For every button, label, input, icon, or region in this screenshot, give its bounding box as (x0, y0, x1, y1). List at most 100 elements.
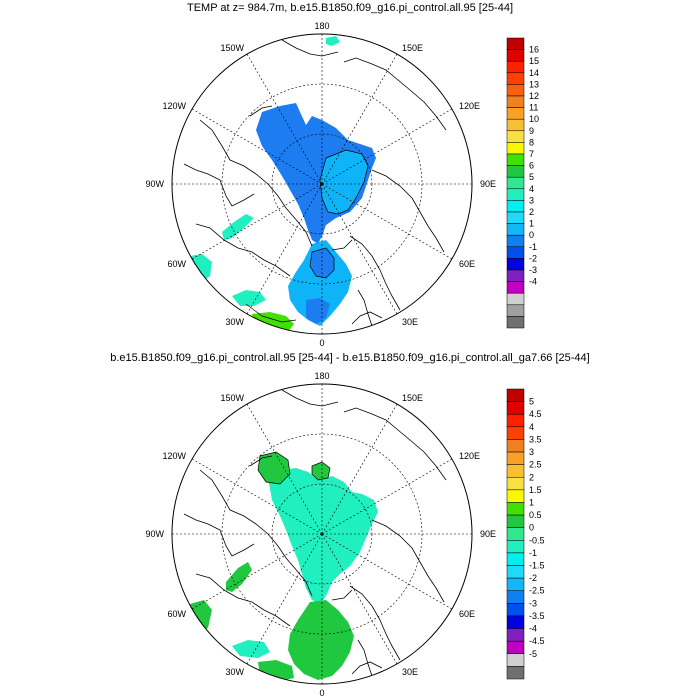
colorbar-tick-label: 13 (529, 79, 539, 89)
field-patch-greenland-sea (232, 290, 266, 306)
lon-label: 60W (167, 259, 186, 269)
colorbar-tick-label: 1 (529, 219, 534, 229)
colorbar-tick-label: 11 (529, 103, 538, 113)
colorbar-swatch (506, 269, 525, 282)
colorbar-tick-label: 5 (529, 397, 534, 407)
colorbar-tick-label: 8 (529, 137, 534, 147)
colorbar-swatch (506, 640, 525, 655)
colorbar-swatch (506, 176, 525, 190)
colorbar-swatch (506, 281, 525, 294)
colorbar-swatch (506, 234, 525, 248)
graticule-top (172, 34, 472, 334)
lon-label: 120W (162, 101, 186, 111)
colorbar-swatch (506, 72, 525, 85)
colorbar-tick-label: -3 (529, 265, 537, 275)
lon-label: 120E (459, 101, 480, 111)
colorbar-swatch (506, 246, 525, 259)
colorbar-swatch (506, 388, 525, 402)
colorbar-swatch (506, 451, 525, 465)
colorbar-tick-label: -1 (529, 242, 537, 252)
colorbar-tick-label: -4 (529, 277, 537, 287)
colorbar-swatch (506, 316, 525, 329)
field-patch-greenland-sea (232, 640, 270, 658)
colorbar-tick-label: -5 (529, 649, 537, 659)
colorbar-tick-label: 0 (529, 230, 534, 240)
colorbar-swatch (506, 628, 525, 642)
lon-label: 150W (220, 43, 244, 53)
colorbar-swatch (506, 590, 525, 604)
colorbar-tick-label: -4 (529, 624, 537, 634)
colorbar-swatch (506, 60, 525, 74)
colorbar-swatch (506, 527, 525, 541)
lon-label: 90E (480, 179, 496, 189)
colorbar-swatch (506, 37, 525, 50)
field-patch-siberia-1 (258, 452, 290, 484)
map-boundary-top (171, 33, 473, 335)
colorbar-tick-label: 4 (529, 422, 534, 432)
lon-labels-top: 180 150E 120E 90E 60E 30E 0 30W 60W 90W … (145, 21, 496, 348)
colorbar-swatch (506, 514, 525, 528)
lon-labels-bottom: 180 150E 120E 90E 60E 30E 0 30W 60W 90W … (145, 371, 496, 698)
polar-map-top: 180 150E 120E 90E 60E 30E 0 30W 60W 90W … (145, 21, 539, 348)
lon-label: 180 (314, 21, 329, 31)
field-region-atlantic-core (310, 248, 334, 278)
map-title-top: TEMP at z= 984.7m, b.e15.B1850.f09_g16.p… (186, 2, 514, 14)
lon-label: 150E (402, 393, 423, 403)
colorbar-tick-label: -0.5 (529, 535, 545, 545)
colorbar-swatch (506, 107, 525, 120)
colorbar-swatch (506, 477, 525, 491)
colorbar-swatch (506, 84, 525, 97)
field-patch-iceland-green (252, 312, 294, 332)
colorbar-swatch (506, 653, 525, 667)
colorbar-swatch (506, 489, 525, 503)
colorbar-bottom: 5 4.5 4 3.5 3 2.5 2 1.5 1 0.5 0 -0.5 -1 -1.5 -2 -2.5 -3 -… (506, 388, 545, 680)
field-patch-iceland (258, 660, 294, 682)
colorbar-swatch (506, 552, 525, 566)
contours-top (245, 149, 369, 323)
colorbar-tick-label: 0 (529, 523, 534, 533)
colorbar-tick-label: 9 (529, 126, 534, 136)
colorbar-swatch (506, 211, 525, 224)
polar-map-bottom: 180 150E 120E 90E 60E 30E 0 30W 60W 90W … (145, 371, 544, 698)
colorbar-tick-label: 3 (529, 447, 534, 457)
colorbar-swatch (506, 439, 525, 453)
lon-label: 30W (225, 317, 244, 327)
colorbar-tick-label: 10 (529, 114, 539, 124)
colorbar-swatch (506, 130, 525, 143)
lon-label: 120E (459, 451, 480, 461)
lon-label: 180 (314, 371, 329, 381)
colorbar-swatch (506, 200, 525, 213)
lon-label: 90W (145, 529, 164, 539)
colorbar-tick-label: 6 (529, 161, 534, 171)
field-region-atlantic (288, 600, 354, 680)
colorbar-swatch (506, 304, 525, 317)
colorbar-swatch (506, 188, 525, 201)
map-title-bottom: b.e15.B1850.f09_g16.pi_control.all.95 [2… (110, 352, 590, 364)
colorbar-tick-label: 7 (529, 149, 534, 159)
colorbar-tick-label: 2 (529, 207, 534, 217)
lon-label: 30E (402, 667, 418, 677)
lon-label: 90W (145, 179, 164, 189)
colorbar-swatch (506, 49, 525, 62)
colorbar-swatch (506, 258, 525, 271)
colorbar-tick-label: 1.5 (529, 485, 542, 495)
colorbar-tick-label: 16 (529, 45, 539, 55)
field-region-atlantic (288, 240, 352, 326)
colorbar-swatch (506, 401, 525, 415)
colorbar-swatch (506, 142, 525, 155)
lon-label: 150E (402, 43, 423, 53)
lon-label: 30E (402, 317, 418, 327)
lon-label: 30W (225, 667, 244, 677)
colorbar-tick-label: 3.5 (529, 434, 542, 444)
field-region-light (320, 150, 368, 214)
colorbar-swatch (506, 464, 525, 478)
colorbar-swatch (506, 165, 525, 178)
colorbar-swatch (506, 615, 525, 629)
lon-label: 120W (162, 451, 186, 461)
colorbar-tick-label: 3 (529, 195, 534, 205)
colorbar-tick-label: -2 (529, 253, 537, 263)
lon-label: 0 (319, 688, 324, 698)
field-patch-siberia-2 (312, 462, 330, 480)
